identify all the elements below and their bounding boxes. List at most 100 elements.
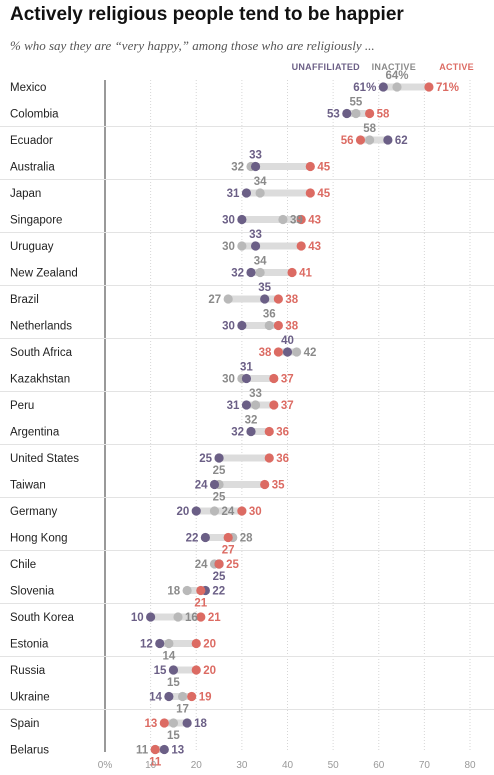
unaffiliated-value-label: 14 (149, 692, 162, 704)
chart-rows: Mexico 61% 64% 71% Colombia 53 55 58 Ecuador 62 58… (10, 70, 459, 769)
active-dot (264, 426, 274, 437)
active-value-label: 25 (226, 559, 239, 571)
unaffiliated-value-label: 32 (231, 268, 244, 280)
chart-row: Singapore 30 39 43 (10, 215, 321, 227)
unaffiliated-value-label: 62 (395, 135, 408, 147)
x-tick-label: 30 (236, 760, 248, 771)
unaffiliated-dot (260, 294, 270, 304)
chart-row: Australia 33 32 45 (10, 150, 331, 174)
active-dot (196, 585, 206, 596)
inactive-dot (255, 188, 265, 198)
chart-row: Colombia 53 55 58 (10, 97, 390, 121)
active-dot (223, 532, 233, 543)
active-value-label: 36 (276, 427, 289, 439)
inactive-value-label: 17 (176, 704, 189, 716)
inactive-value-label: 24 (195, 559, 208, 571)
active-value-label: 71% (436, 82, 459, 94)
active-value-label: 20 (203, 665, 216, 677)
inactive-value-label: 64% (385, 70, 408, 82)
unaffiliated-dot (214, 453, 224, 463)
inactive-value-label: 55 (350, 97, 363, 109)
inactive-dot (164, 638, 174, 649)
unaffiliated-dot (159, 744, 169, 755)
inactive-value-label: 11 (136, 745, 149, 757)
active-dot (273, 347, 283, 357)
inactive-value-label: 34 (254, 176, 267, 188)
country-label: Ukraine (10, 692, 50, 704)
country-label: Hong Kong (10, 533, 68, 545)
inactive-value-label: 14 (162, 651, 175, 663)
legend: UNAFFILIATED INACTIVE ACTIVE (292, 62, 474, 72)
active-value-label: 38 (285, 321, 298, 333)
inactive-value-label: 25 (213, 492, 226, 504)
x-tick-label: 10 (145, 760, 157, 771)
unaffiliated-value-label: 18 (194, 718, 207, 730)
active-dot (237, 506, 247, 516)
active-dot (187, 691, 197, 702)
unaffiliated-value-label: 30 (222, 321, 235, 333)
unaffiliated-dot (342, 108, 352, 119)
unaffiliated-value-label: 20 (176, 506, 189, 518)
unaffiliated-value-label: 32 (231, 427, 244, 439)
unaffiliated-dot (282, 347, 293, 357)
chart-row: Ecuador 62 58 56 (10, 123, 408, 147)
inactive-dot (351, 108, 361, 119)
active-value-label: 35 (272, 480, 285, 492)
unaffiliated-dot (250, 161, 261, 172)
active-dot (305, 188, 315, 198)
chart-row: Kazakhstan 31 30 37 (10, 362, 294, 386)
unaffiliated-dot (155, 638, 165, 649)
country-label: Estonia (10, 639, 49, 651)
x-axis: 0% 10 20 30 40 50 60 70 80 (98, 760, 476, 771)
country-label: Taiwan (10, 480, 46, 492)
inactive-dot (250, 400, 261, 410)
inactive-value-label: 24 (222, 506, 235, 518)
active-value-label: 43 (308, 241, 321, 253)
inactive-value-label: 42 (304, 347, 317, 359)
unaffiliated-dot (164, 691, 174, 702)
chart-row: Netherlands 30 36 38 (10, 309, 299, 333)
country-label: Mexico (10, 82, 46, 94)
gridlines (104, 80, 471, 752)
country-label: Ecuador (10, 135, 53, 147)
unaffiliated-dot (237, 320, 247, 331)
unaffiliated-value-label: 15 (154, 665, 167, 677)
active-dot (269, 373, 279, 384)
unaffiliated-dot (209, 479, 220, 490)
unaffiliated-value-label: 25 (213, 571, 226, 583)
active-value-label: 37 (281, 400, 294, 412)
unaffiliated-dot (383, 135, 393, 145)
inactive-value-label: 28 (240, 533, 253, 545)
unaffiliated-value-label: 31 (227, 400, 240, 412)
inactive-value-label: 25 (213, 465, 226, 477)
inactive-dot (173, 612, 183, 622)
inactive-value-label: 36 (263, 309, 276, 321)
inactive-value-label: 30 (222, 241, 235, 253)
inactive-value-label: 58 (363, 123, 376, 135)
unaffiliated-value-label: 22 (186, 533, 199, 545)
chart-row: Taiwan 24 25 35 (10, 480, 285, 504)
country-label: Australia (10, 162, 55, 174)
chart-row: Germany 20 24 30 (10, 506, 262, 518)
legend-inactive: INACTIVE (372, 62, 416, 72)
inactive-value-label: 34 (254, 256, 267, 268)
unaffiliated-dot (241, 188, 252, 198)
active-dot (305, 161, 315, 172)
country-label: New Zealand (10, 268, 78, 280)
legend-unaffiliated: UNAFFILIATED (292, 62, 361, 72)
country-label: South Korea (10, 612, 75, 624)
active-value-label: 43 (308, 215, 321, 227)
chart-row: Spain 18 15 13 (10, 718, 208, 742)
unaffiliated-value-label: 31 (227, 188, 240, 200)
unaffiliated-value-label: 33 (249, 150, 262, 162)
country-label: United States (10, 453, 79, 465)
active-value-label: 21 (208, 612, 221, 624)
inactive-dot (223, 294, 233, 304)
active-dot (424, 82, 434, 92)
active-dot (264, 453, 274, 463)
active-dot (269, 400, 279, 410)
active-dot (287, 267, 297, 278)
inactive-dot (255, 267, 265, 278)
